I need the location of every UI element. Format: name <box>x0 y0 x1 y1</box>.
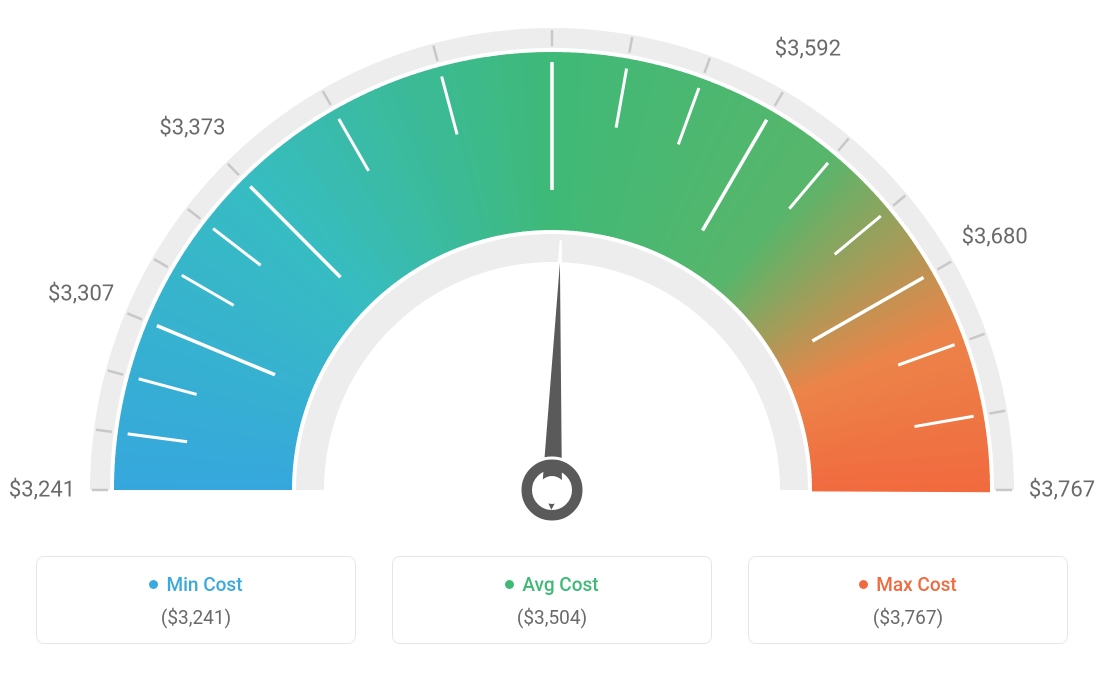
legend-label-max: Max Cost <box>876 573 956 596</box>
legend-card-avg: Avg Cost ($3,504) <box>392 556 712 644</box>
legend-value-avg: ($3,504) <box>393 606 711 629</box>
gauge-tick-label: $3,680 <box>962 224 1028 249</box>
gauge-container: $3,241$3,307$3,373$3,504$3,592$3,680$3,7… <box>0 0 1104 550</box>
legend-title-avg: Avg Cost <box>505 573 598 596</box>
gauge-tick-label: $3,241 <box>9 478 75 503</box>
legend-label-min: Min Cost <box>166 573 242 596</box>
legend-label-avg: Avg Cost <box>522 573 598 596</box>
legend-card-max: Max Cost ($3,767) <box>748 556 1068 644</box>
legend-value-max: ($3,767) <box>749 606 1067 629</box>
legend-row: Min Cost ($3,241) Avg Cost ($3,504) Max … <box>0 556 1104 644</box>
legend-dot-max <box>859 580 868 589</box>
legend-title-max: Max Cost <box>859 573 956 596</box>
gauge-tick-label: $3,767 <box>1029 478 1095 503</box>
legend-dot-avg <box>505 580 514 589</box>
gauge-tick-label: $3,592 <box>775 36 841 61</box>
gauge-svg <box>0 0 1104 560</box>
legend-card-min: Min Cost ($3,241) <box>36 556 356 644</box>
gauge-tick-label: $3,373 <box>159 116 225 141</box>
legend-value-min: ($3,241) <box>37 606 355 629</box>
legend-dot-min <box>149 580 158 589</box>
legend-title-min: Min Cost <box>149 573 242 596</box>
gauge-tick-label: $3,307 <box>48 282 114 307</box>
